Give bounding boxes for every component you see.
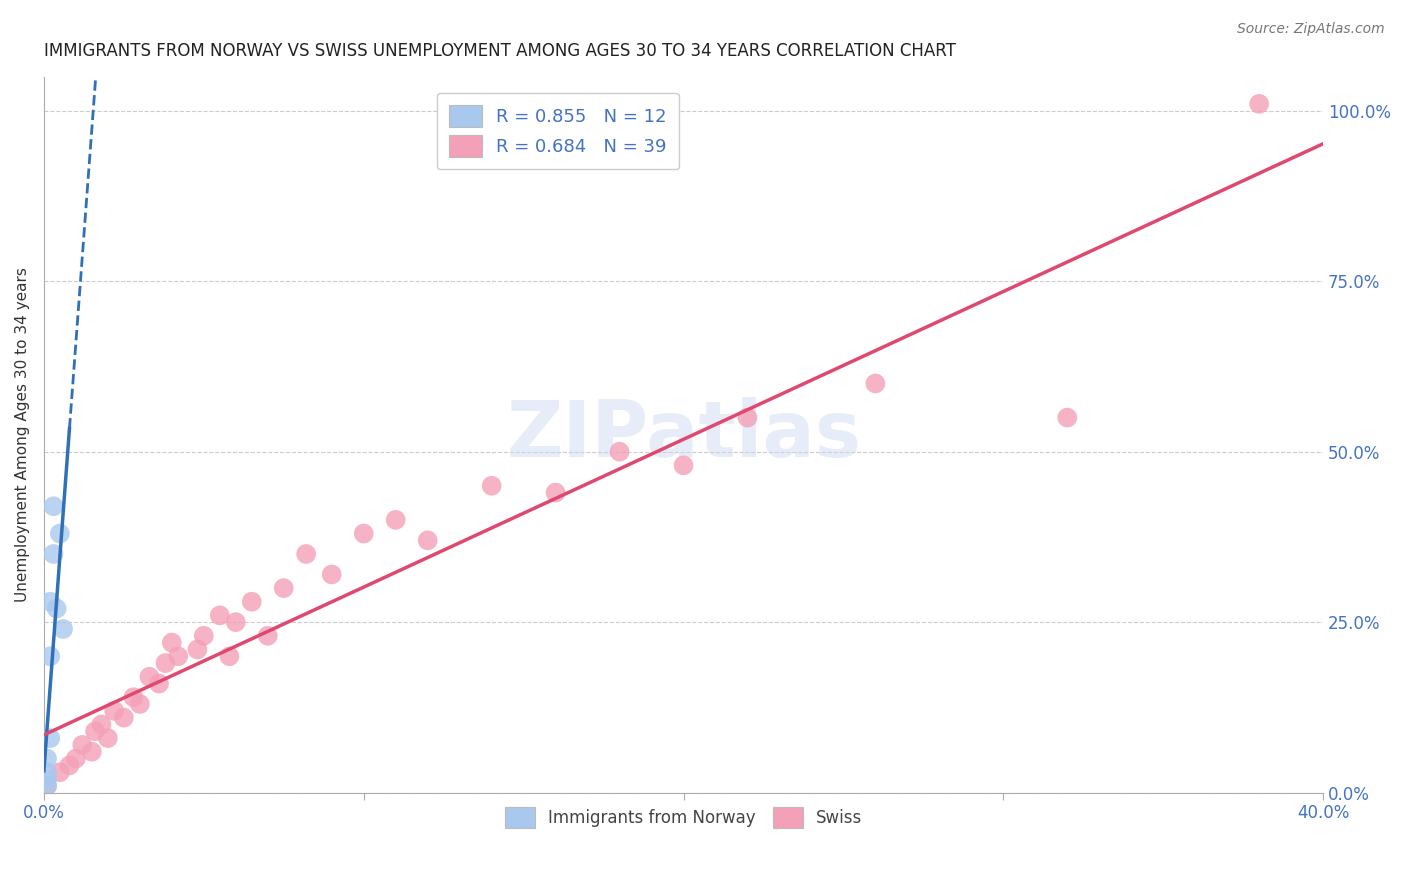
Point <box>609 444 631 458</box>
Point <box>167 649 190 664</box>
Point <box>90 717 112 731</box>
Point <box>128 697 150 711</box>
Y-axis label: Unemployment Among Ages 30 to 34 years: Unemployment Among Ages 30 to 34 years <box>15 268 30 602</box>
Point <box>35 772 58 786</box>
Point <box>112 711 135 725</box>
Point <box>42 547 65 561</box>
Point <box>481 479 503 493</box>
Point <box>35 751 58 765</box>
Point <box>39 731 62 745</box>
Point <box>865 376 887 391</box>
Point <box>39 595 62 609</box>
Point <box>1249 96 1271 111</box>
Point <box>416 533 439 548</box>
Point <box>52 622 75 636</box>
Point <box>737 410 759 425</box>
Point <box>49 526 72 541</box>
Point <box>58 758 80 772</box>
Text: IMMIGRANTS FROM NORWAY VS SWISS UNEMPLOYMENT AMONG AGES 30 TO 34 YEARS CORRELATI: IMMIGRANTS FROM NORWAY VS SWISS UNEMPLOY… <box>44 42 956 60</box>
Point <box>80 745 103 759</box>
Point <box>353 526 375 541</box>
Point <box>155 656 177 670</box>
Point <box>35 779 58 793</box>
Point <box>97 731 120 745</box>
Point <box>122 690 145 705</box>
Point <box>1056 410 1078 425</box>
Text: Source: ZipAtlas.com: Source: ZipAtlas.com <box>1237 22 1385 37</box>
Point <box>65 751 87 765</box>
Point <box>240 595 263 609</box>
Point <box>35 779 58 793</box>
Point <box>103 704 125 718</box>
Point <box>72 738 94 752</box>
Point <box>193 629 215 643</box>
Point <box>138 670 160 684</box>
Point <box>39 649 62 664</box>
Point <box>148 676 170 690</box>
Point <box>208 608 231 623</box>
Legend: Immigrants from Norway, Swiss: Immigrants from Norway, Swiss <box>498 801 869 834</box>
Point <box>672 458 695 473</box>
Point <box>218 649 240 664</box>
Point <box>42 500 65 514</box>
Point <box>384 513 406 527</box>
Point <box>256 629 278 643</box>
Point <box>544 485 567 500</box>
Point <box>321 567 343 582</box>
Point <box>84 724 107 739</box>
Point <box>35 765 58 780</box>
Point <box>225 615 247 629</box>
Point <box>160 635 183 649</box>
Point <box>45 601 67 615</box>
Text: ZIPatlas: ZIPatlas <box>506 397 860 473</box>
Point <box>295 547 318 561</box>
Point <box>49 765 72 780</box>
Point <box>273 581 295 595</box>
Point <box>186 642 208 657</box>
